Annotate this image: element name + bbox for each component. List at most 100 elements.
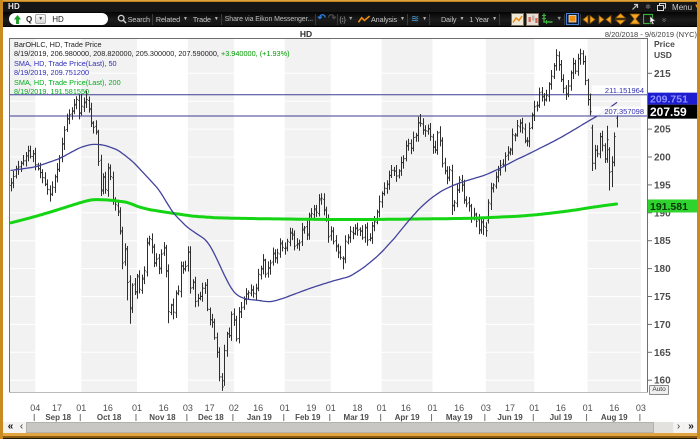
quote-type-label: Q xyxy=(26,14,33,24)
horizontal-scrollbar[interactable]: « ‹ › » xyxy=(3,422,697,433)
x-axis-day-label: 16 xyxy=(609,403,619,413)
x-axis-day-label: 04 xyxy=(30,403,40,413)
chevron-down-icon[interactable]: ▼ xyxy=(556,16,562,22)
cursor-select-button[interactable] xyxy=(642,12,658,27)
open-in-new-icon[interactable] xyxy=(631,3,639,11)
month-bands xyxy=(9,38,641,392)
toolbar-separator xyxy=(579,13,581,25)
x-axis-month-label: Nov 18 xyxy=(149,413,176,422)
expand-horizontal-button[interactable] xyxy=(581,12,597,27)
window-top-border xyxy=(3,0,697,2)
toolbar-overflow-button[interactable]: » xyxy=(660,12,670,27)
interval-dropdown[interactable]: Daily ▼ xyxy=(438,12,466,27)
y-axis-tick-label: 160 xyxy=(654,376,671,387)
x-axis-month-label: Jan 19 xyxy=(247,413,272,422)
double-chevron-down-icon: » xyxy=(660,17,670,21)
scrollbar-track[interactable] xyxy=(26,422,673,433)
sma50-value-box-value: 209.751 xyxy=(650,93,688,105)
trade-menu-button[interactable]: Trade ▼ xyxy=(190,12,221,27)
scroll-far-right-button[interactable]: » xyxy=(684,422,697,433)
scroll-right-button[interactable]: › xyxy=(674,422,683,433)
undo-button[interactable]: ↶ xyxy=(316,12,326,27)
scrollbar-thumb[interactable] xyxy=(26,422,654,433)
y-axis-tick-label: 180 xyxy=(654,264,671,275)
axes-icon xyxy=(542,13,553,24)
symbol-search-group[interactable]: Q ▼ xyxy=(9,13,109,25)
x-axis-day-label: 18 xyxy=(352,403,362,413)
snapshot-button[interactable] xyxy=(565,12,580,27)
menu-button[interactable]: Menu ▼ xyxy=(672,3,697,12)
x-axis-day-label: 01 xyxy=(280,403,290,413)
x-axis-day-label: 16 xyxy=(159,403,169,413)
wave-analysis-button[interactable]: ≋ ▼ xyxy=(408,12,429,27)
share-label: Share via Eikon Messenger... xyxy=(224,15,313,23)
duplicate-window-icon[interactable] xyxy=(657,3,667,11)
x-axis-month-label: Jul 19 xyxy=(550,413,573,422)
x-axis-day-label: 03 xyxy=(636,403,646,413)
axis-settings-button[interactable] xyxy=(540,12,554,27)
x-axis-day-label: 01 xyxy=(529,403,539,413)
x-axis-day-label: 16 xyxy=(103,403,113,413)
scroll-far-left-button[interactable]: « xyxy=(4,422,17,433)
x-axis-day-label: 17 xyxy=(205,403,215,413)
x-axis-day-label: 01 xyxy=(377,403,387,413)
pin-icon[interactable]: ✱ xyxy=(645,3,652,11)
chevron-down-icon[interactable]: ▼ xyxy=(348,16,354,22)
chart-style-alt-button[interactable] xyxy=(525,12,540,27)
x-axis-day-label: 16 xyxy=(253,403,263,413)
y-axis-tick-label: 175 xyxy=(654,292,671,303)
scroll-left-button[interactable]: ‹ xyxy=(17,422,26,433)
range-dropdown[interactable]: 1 Year ▼ xyxy=(467,12,500,27)
window-bottom-border xyxy=(3,433,697,439)
search-icon xyxy=(117,14,127,24)
interval-label: Daily xyxy=(440,14,457,24)
x-axis-month-label: Sep 18 xyxy=(45,413,71,422)
redo-icon: ↷ xyxy=(327,13,337,24)
time-interval-button[interactable] xyxy=(628,12,642,27)
ohlc-open-ticks xyxy=(10,53,618,382)
range-label: 1 Year xyxy=(469,14,490,24)
x-axis-day-label: 02 xyxy=(229,403,239,413)
chart-style-button[interactable] xyxy=(510,12,525,27)
x-axis-day-label: 01 xyxy=(428,403,438,413)
cursor-select-icon xyxy=(642,13,657,25)
sma50-line xyxy=(10,101,618,303)
chevron-down-icon: ▼ xyxy=(399,16,405,22)
y-axis-title: Price USD xyxy=(654,39,675,61)
toolbar-separator xyxy=(407,13,409,25)
month-band xyxy=(587,38,641,392)
y-axis-tick-label: 170 xyxy=(654,320,671,331)
x-axis-day-label: 01 xyxy=(583,403,593,413)
annotation-label-bg xyxy=(592,85,646,95)
legend-line: 8/19/2019, 209.751200 xyxy=(14,68,90,78)
month-band xyxy=(284,38,331,392)
window-titlebar[interactable]: HD ✱ Menu ▼ xyxy=(3,2,697,12)
auto-scale-button[interactable]: Auto xyxy=(649,385,669,395)
share-messenger-button[interactable]: Share via Eikon Messenger... xyxy=(222,12,315,27)
arrows-in-icon xyxy=(598,14,612,24)
redo-button[interactable]: ↷ xyxy=(327,12,337,27)
month-band xyxy=(381,38,433,392)
y-axis: 215210205200195190185180175170165160 xyxy=(648,69,671,387)
related-label: Related xyxy=(155,14,180,24)
y-axis-tick-label: 190 xyxy=(654,208,671,219)
symbol-input[interactable] xyxy=(50,14,107,24)
price-chart[interactable]: 211.151964207.35709821521020520019519018… xyxy=(0,27,700,422)
x-axis-day-label: 19 xyxy=(306,403,316,413)
x-axis-day-label: 17 xyxy=(505,403,515,413)
chart-legend: BarOHLC, HD, Trade Price 8/19/2019, 206.9… xyxy=(14,40,290,96)
parameters-button[interactable]: {↕} xyxy=(338,12,346,27)
compress-horizontal-button[interactable] xyxy=(597,12,613,27)
sma200-value-box-value: 191.581 xyxy=(650,201,688,213)
expand-vertical-button[interactable] xyxy=(613,12,628,27)
month-band xyxy=(81,38,137,392)
related-menu-button[interactable]: Related ▼ xyxy=(153,12,190,27)
quote-type-dropdown[interactable]: ▼ xyxy=(35,14,47,24)
x-axis-day-label: 03 xyxy=(481,403,491,413)
toolbar-separator xyxy=(499,13,501,25)
analysis-menu-button[interactable]: Analysis ▼ xyxy=(355,12,407,27)
parameters-icon: {↕} xyxy=(339,14,346,24)
search-button[interactable]: Search xyxy=(114,12,152,27)
x-axis-month-label: Aug 19 xyxy=(601,413,628,422)
candle-chart-icon xyxy=(526,12,540,26)
